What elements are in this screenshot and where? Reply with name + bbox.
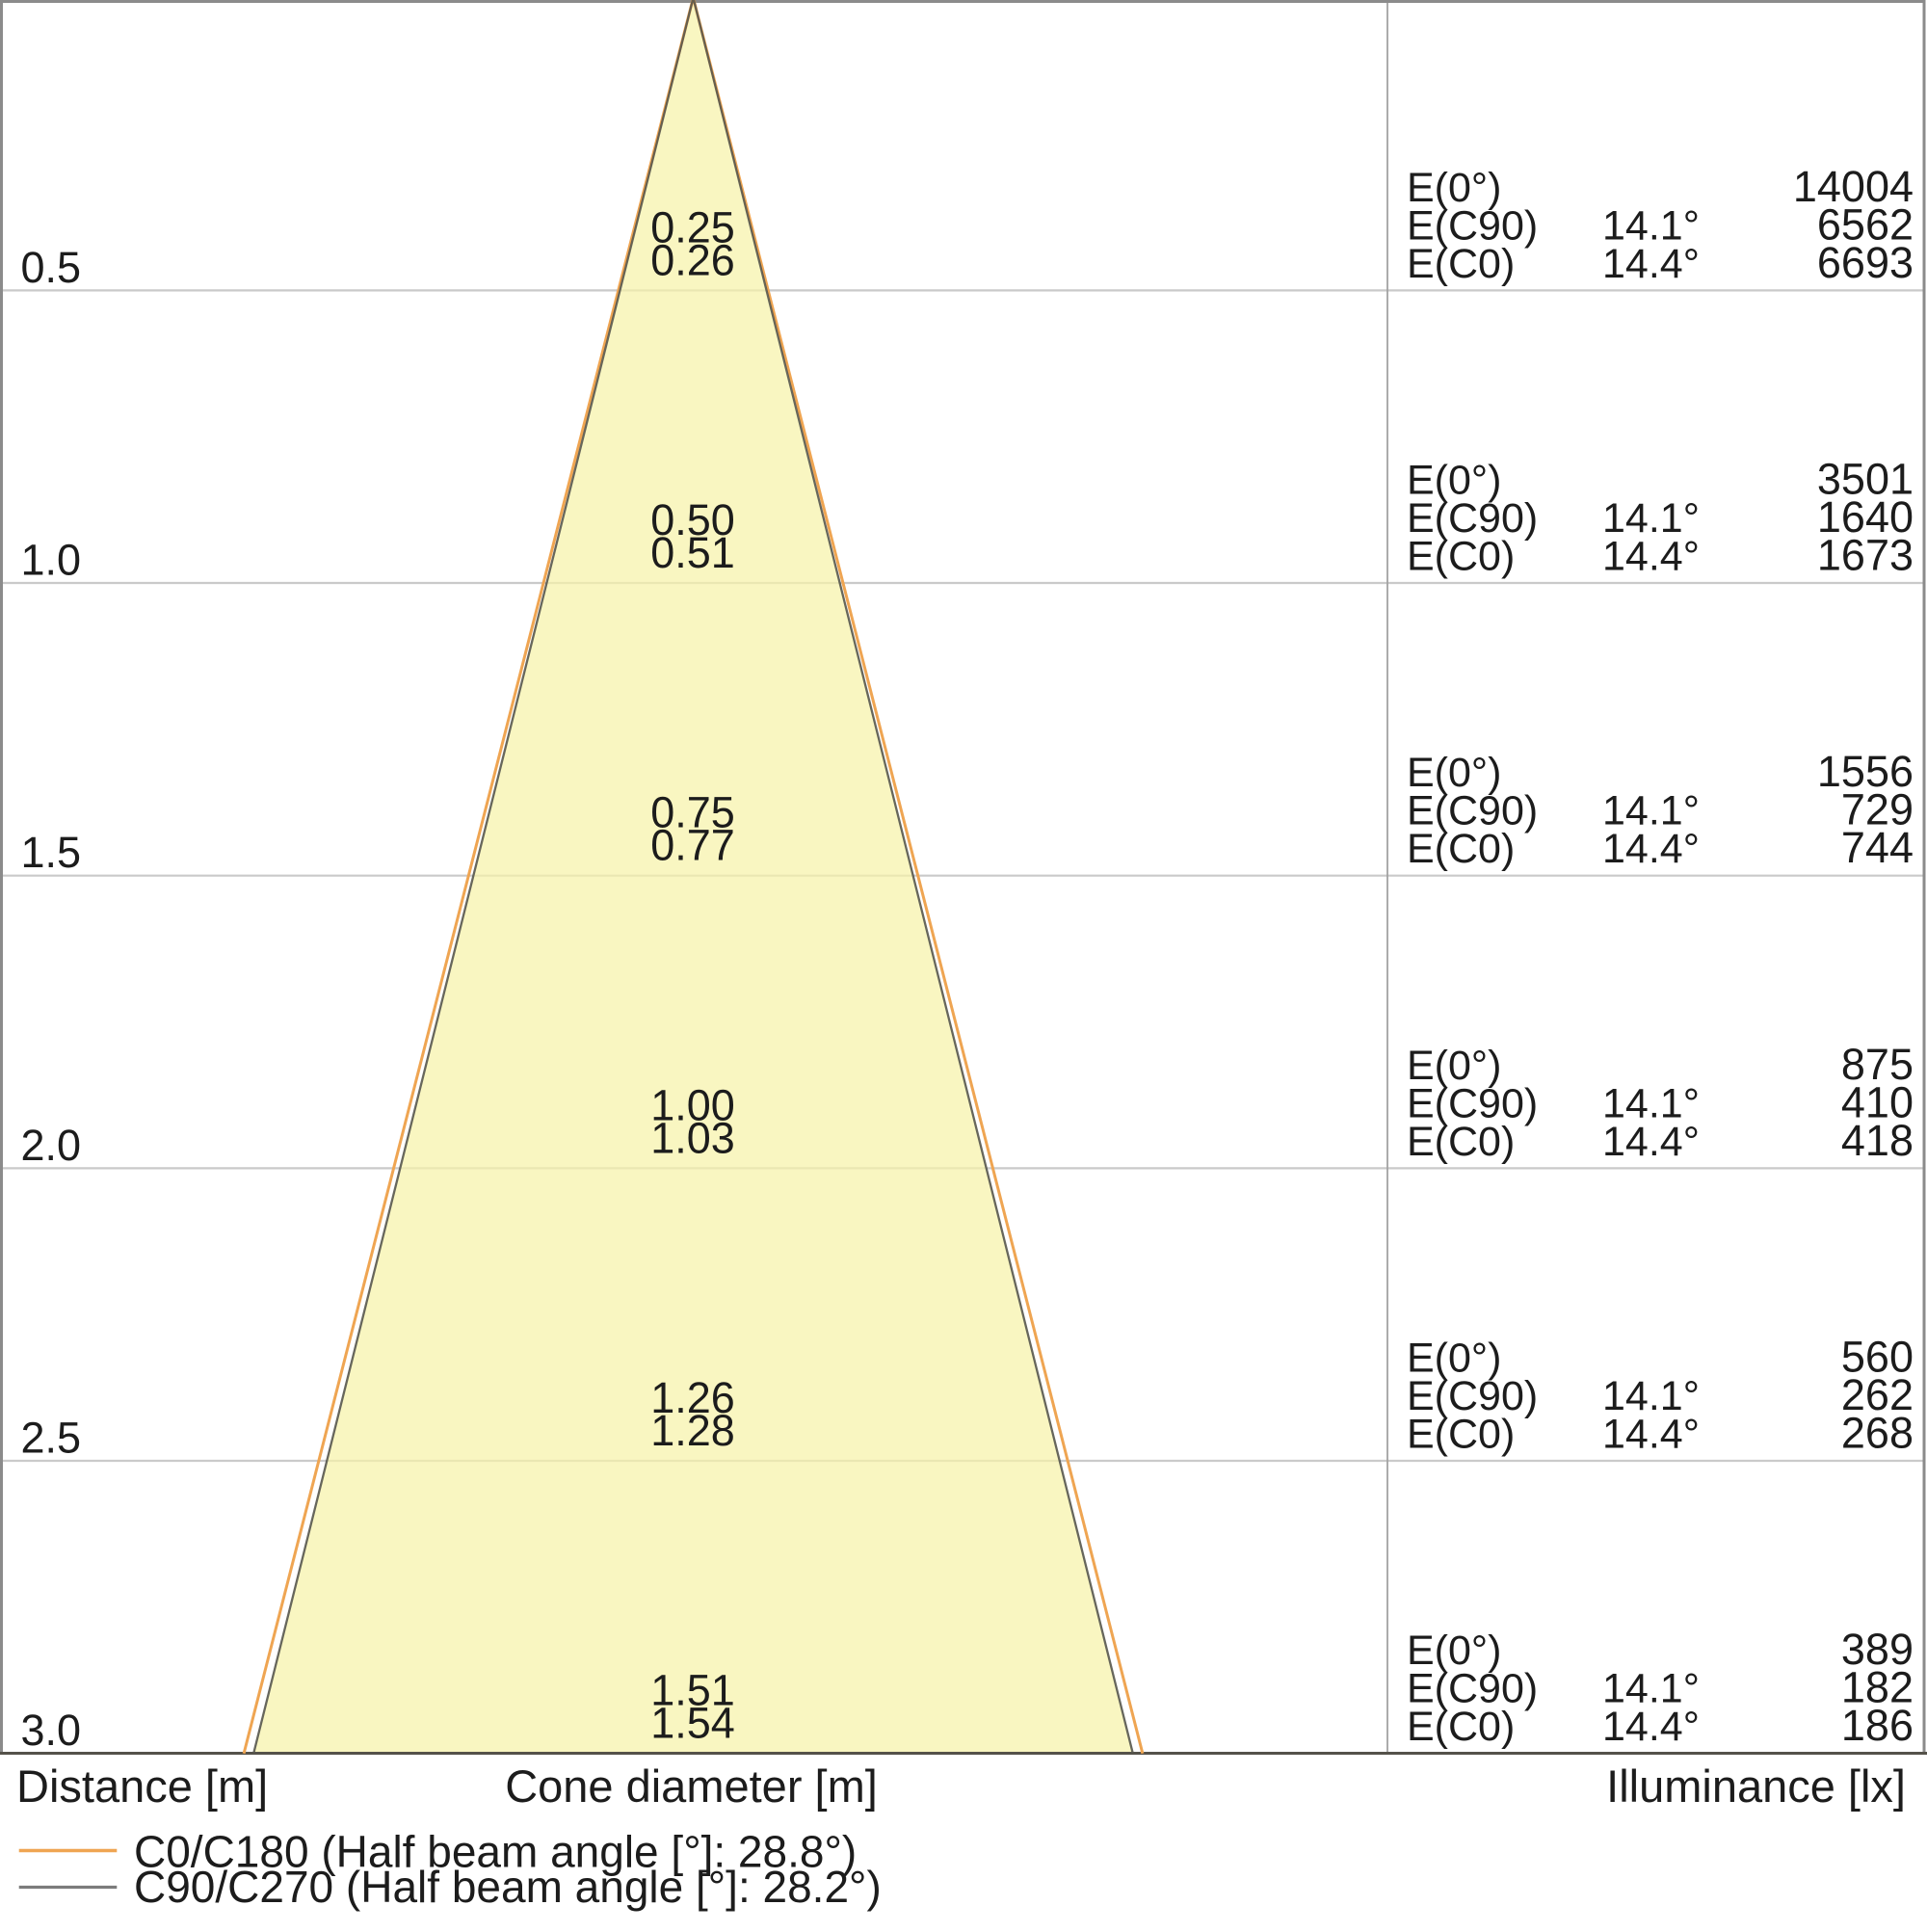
svg-text:0.50: 0.50 [650,495,735,544]
svg-text:14.1°: 14.1° [1602,202,1700,249]
svg-text:E(0°): E(0°) [1407,165,1501,211]
svg-text:1.03: 1.03 [650,1113,735,1162]
svg-text:14004: 14004 [1793,162,1914,211]
svg-text:389: 389 [1841,1625,1914,1674]
svg-text:744: 744 [1841,823,1914,872]
svg-text:0.5: 0.5 [21,243,82,292]
svg-text:C90/C270 (Half beam angle [°]:: C90/C270 (Half beam angle [°]: 28.2°) [134,1862,882,1912]
svg-text:E(C90): E(C90) [1407,495,1538,542]
svg-text:Distance [m]: Distance [m] [16,1760,268,1812]
svg-text:Cone diameter [m]: Cone diameter [m] [505,1760,878,1812]
svg-text:14.1°: 14.1° [1602,1080,1700,1126]
svg-text:3.0: 3.0 [21,1706,82,1755]
svg-text:0.26: 0.26 [650,235,735,284]
svg-text:14.4°: 14.4° [1602,826,1700,872]
svg-text:6562: 6562 [1817,199,1914,249]
svg-text:262: 262 [1841,1370,1914,1419]
svg-text:186: 186 [1841,1701,1914,1750]
svg-text:1640: 1640 [1817,492,1914,542]
svg-text:C0/C180 (Half beam angle [°]:: C0/C180 (Half beam angle [°]: 28.8°) [134,1827,857,1877]
svg-text:729: 729 [1841,785,1914,834]
svg-text:E(C0): E(C0) [1407,241,1515,287]
svg-text:1556: 1556 [1817,747,1914,796]
svg-text:0.25: 0.25 [650,202,735,251]
svg-text:E(C0): E(C0) [1407,1412,1515,1458]
svg-text:14.4°: 14.4° [1602,241,1700,287]
svg-text:1.0: 1.0 [21,536,82,585]
svg-text:14.1°: 14.1° [1602,1373,1700,1419]
svg-text:E(C0): E(C0) [1407,534,1515,580]
svg-text:E(0°): E(0°) [1407,750,1501,796]
svg-text:1673: 1673 [1817,531,1914,580]
svg-text:E(C90): E(C90) [1407,1373,1538,1419]
svg-text:2.0: 2.0 [21,1121,82,1170]
svg-text:1.26: 1.26 [650,1373,735,1422]
svg-text:1.51: 1.51 [650,1666,735,1715]
svg-text:E(C0): E(C0) [1407,1704,1515,1750]
svg-text:2.5: 2.5 [21,1414,82,1463]
svg-text:875: 875 [1841,1040,1914,1089]
svg-text:3501: 3501 [1817,455,1914,504]
svg-text:E(C90): E(C90) [1407,1080,1538,1126]
svg-text:1.54: 1.54 [650,1699,735,1748]
svg-text:418: 418 [1841,1116,1914,1165]
svg-text:E(0°): E(0°) [1407,458,1501,504]
svg-text:1.00: 1.00 [650,1080,735,1129]
svg-text:14.4°: 14.4° [1602,534,1700,580]
svg-text:E(0°): E(0°) [1407,1628,1501,1674]
svg-text:14.1°: 14.1° [1602,788,1700,834]
svg-text:0.77: 0.77 [650,821,735,870]
svg-text:0.51: 0.51 [650,528,735,577]
svg-text:Illuminance [lx]: Illuminance [lx] [1606,1760,1906,1812]
svg-text:14.4°: 14.4° [1602,1704,1700,1750]
svg-text:E(0°): E(0°) [1407,1043,1501,1089]
svg-text:E(C90): E(C90) [1407,788,1538,834]
svg-text:E(C90): E(C90) [1407,1666,1538,1712]
svg-text:14.4°: 14.4° [1602,1119,1700,1165]
svg-text:E(C0): E(C0) [1407,826,1515,872]
svg-text:14.1°: 14.1° [1602,495,1700,542]
svg-text:410: 410 [1841,1077,1914,1126]
svg-text:268: 268 [1841,1409,1914,1458]
svg-text:E(C0): E(C0) [1407,1119,1515,1165]
svg-text:560: 560 [1841,1333,1914,1382]
svg-text:1.28: 1.28 [650,1406,735,1455]
svg-text:182: 182 [1841,1663,1914,1712]
svg-text:14.4°: 14.4° [1602,1412,1700,1458]
svg-text:1.5: 1.5 [21,828,82,877]
svg-text:6693: 6693 [1817,238,1914,287]
svg-text:0.75: 0.75 [650,788,735,837]
svg-text:E(C90): E(C90) [1407,202,1538,249]
svg-text:E(0°): E(0°) [1407,1336,1501,1382]
svg-text:14.1°: 14.1° [1602,1666,1700,1712]
